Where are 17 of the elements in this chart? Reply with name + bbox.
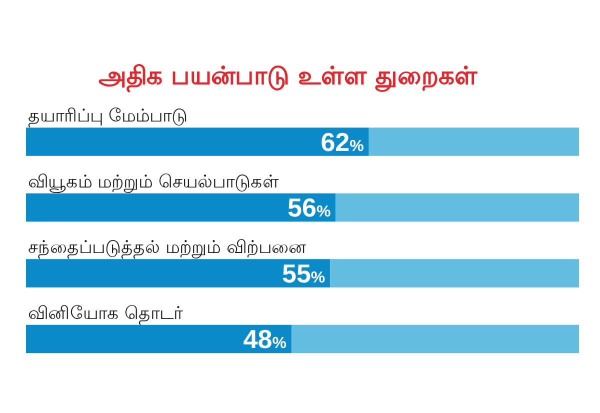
bar bbox=[291, 324, 579, 354]
bar bbox=[26, 193, 336, 222]
data-label: 48% bbox=[243, 324, 286, 354]
bar bbox=[26, 324, 292, 354]
bar bbox=[368, 128, 579, 156]
y-tick-label: வினியோக தொடர் bbox=[28, 302, 184, 325]
bar bbox=[336, 193, 579, 222]
y-tick-label: சந்தைப்படுத்தல் மற்றும் விற்பனை bbox=[28, 237, 306, 260]
data-label: 62% bbox=[320, 126, 364, 157]
bar bbox=[330, 259, 579, 288]
bar bbox=[26, 259, 330, 288]
bar bbox=[26, 128, 369, 156]
y-tick-label: தயாரிப்பு மேம்பாடு bbox=[28, 106, 188, 128]
chart-title: அதிக பயன்பாடு உள்ள துறைகள் bbox=[98, 61, 478, 93]
data-label: 56% bbox=[288, 192, 331, 222]
data-label: 55% bbox=[282, 258, 326, 288]
y-tick-label: வியூகம் மற்றும் செயல்பாடுகள் bbox=[28, 171, 280, 192]
